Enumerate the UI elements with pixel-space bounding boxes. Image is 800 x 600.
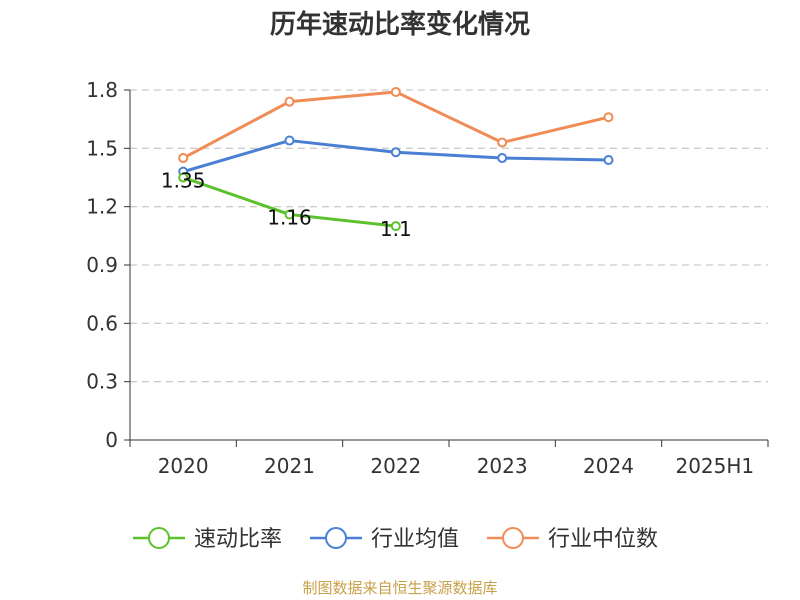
x-tick-label: 2025H1 bbox=[675, 454, 754, 478]
data-point bbox=[497, 153, 508, 164]
data-label: 1.16 bbox=[267, 205, 312, 229]
data-point bbox=[284, 96, 295, 107]
y-tick-label: 1.2 bbox=[86, 195, 118, 219]
source-text: 制图数据来自恒生聚源数据库 bbox=[302, 579, 497, 597]
y-tick-label: 0 bbox=[105, 428, 118, 452]
data-point bbox=[390, 221, 401, 232]
legend-marker bbox=[325, 527, 347, 549]
axes: 0 0.3 0.6 0.9 1.2 1.5 1.8 2020 2021 2022 2023 2024 2… bbox=[86, 78, 769, 478]
data-point bbox=[284, 209, 295, 220]
x-tick-label: 2020 bbox=[158, 454, 209, 478]
data-label: 1.1 bbox=[380, 217, 412, 241]
data-point bbox=[284, 135, 295, 146]
data-point bbox=[603, 155, 614, 165]
data-label: 1.35 bbox=[161, 169, 206, 193]
x-tick-label: 2023 bbox=[477, 454, 528, 478]
data-point bbox=[603, 112, 614, 123]
data-point bbox=[390, 86, 401, 97]
series-layer: 1.35 1.16 1.1 bbox=[161, 86, 614, 241]
legend: 速动比率 行业均值 行业中位数 bbox=[133, 527, 658, 552]
y-tick-label: 1.8 bbox=[86, 78, 118, 102]
chart-title: 历年速动比率变化情况 bbox=[270, 9, 530, 40]
legend-label: 行业均值 bbox=[371, 527, 459, 552]
grid bbox=[130, 89, 768, 383]
data-point bbox=[390, 147, 401, 158]
legend-marker bbox=[148, 527, 170, 549]
legend-label: 行业中位数 bbox=[548, 527, 658, 552]
y-tick-label: 0.9 bbox=[86, 253, 118, 277]
legend-marker bbox=[502, 527, 524, 549]
data-point bbox=[178, 153, 189, 164]
x-tick-label: 2021 bbox=[264, 454, 315, 478]
data-point bbox=[497, 137, 508, 148]
x-tick-label: 2022 bbox=[370, 454, 421, 478]
x-tick-label: 2024 bbox=[583, 454, 634, 478]
y-tick-label: 1.5 bbox=[86, 136, 118, 160]
y-tick-label: 0.6 bbox=[86, 311, 118, 335]
data-point bbox=[178, 172, 189, 183]
y-tick-label: 0.3 bbox=[86, 370, 118, 394]
legend-label: 速动比率 bbox=[194, 527, 282, 552]
